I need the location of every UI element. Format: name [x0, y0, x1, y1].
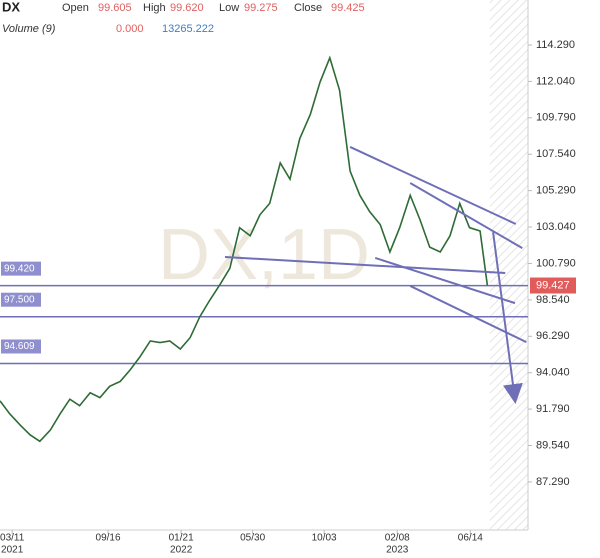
- y-tick-label: 109.790: [536, 112, 576, 124]
- legend-value: 99.620: [170, 2, 204, 14]
- y-tick-label: 103.040: [536, 221, 576, 233]
- price-line: [0, 55, 489, 443]
- y-tick-label: 91.790: [536, 403, 570, 415]
- last-price-tag: [530, 277, 576, 294]
- trendline: [409, 182, 523, 249]
- y-tick-label: 107.540: [536, 148, 576, 160]
- level-label: 94.609: [4, 341, 35, 352]
- y-tick-label: 87.290: [536, 476, 570, 488]
- y-tick-label: 96.290: [536, 330, 570, 342]
- legend-label: Close: [294, 2, 322, 14]
- trendline: [349, 146, 517, 225]
- x-tick-label: 03/11: [0, 533, 25, 544]
- legend-label: High: [143, 2, 166, 14]
- level-tag: [1, 339, 41, 354]
- legend-value: 99.605: [98, 2, 132, 14]
- level-label: 97.500: [4, 294, 35, 305]
- x-tick-label: 06/14: [458, 533, 483, 544]
- y-tick-label: 112.040: [536, 75, 575, 87]
- symbol: DX: [2, 0, 20, 14]
- legend-label: Low: [219, 2, 239, 14]
- level-label: 99.420: [4, 263, 35, 274]
- y-tick-label: 105.290: [536, 185, 576, 197]
- future-area: [490, 0, 528, 530]
- y-tick-label: 94.040: [536, 367, 570, 379]
- legend-value: 99.275: [244, 2, 278, 14]
- x-tick-label: 02/08: [385, 533, 410, 544]
- volume-value: 13265.222: [162, 23, 214, 35]
- y-tick-label: 89.540: [536, 439, 570, 451]
- x-tick-label: 05/30: [240, 533, 265, 544]
- y-tick-label: 114.290: [536, 39, 575, 51]
- x-tick-label: 10/03: [312, 533, 337, 544]
- legend-value: 99.425: [331, 2, 365, 14]
- x-tick-label: 01/21: [169, 533, 194, 544]
- legend-label: Open: [62, 2, 89, 14]
- volume-label: Volume (9): [2, 23, 56, 35]
- arrow: [492, 231, 523, 405]
- y-tick-label: 98.540: [536, 294, 570, 306]
- x-year-label: 2023: [386, 545, 409, 556]
- volume-value: 0.000: [116, 23, 144, 35]
- trendline: [374, 257, 516, 305]
- y-tick-label: 100.790: [536, 257, 576, 269]
- last-price-label: 99.427: [536, 279, 570, 291]
- x-year-label: 2021: [1, 545, 24, 556]
- trendline: [224, 255, 506, 275]
- level-tag: [1, 292, 41, 307]
- x-year-label: 2022: [170, 545, 193, 556]
- level-tag: [1, 261, 41, 276]
- x-tick-label: 09/16: [96, 533, 121, 544]
- watermark: DX,1D: [158, 215, 370, 295]
